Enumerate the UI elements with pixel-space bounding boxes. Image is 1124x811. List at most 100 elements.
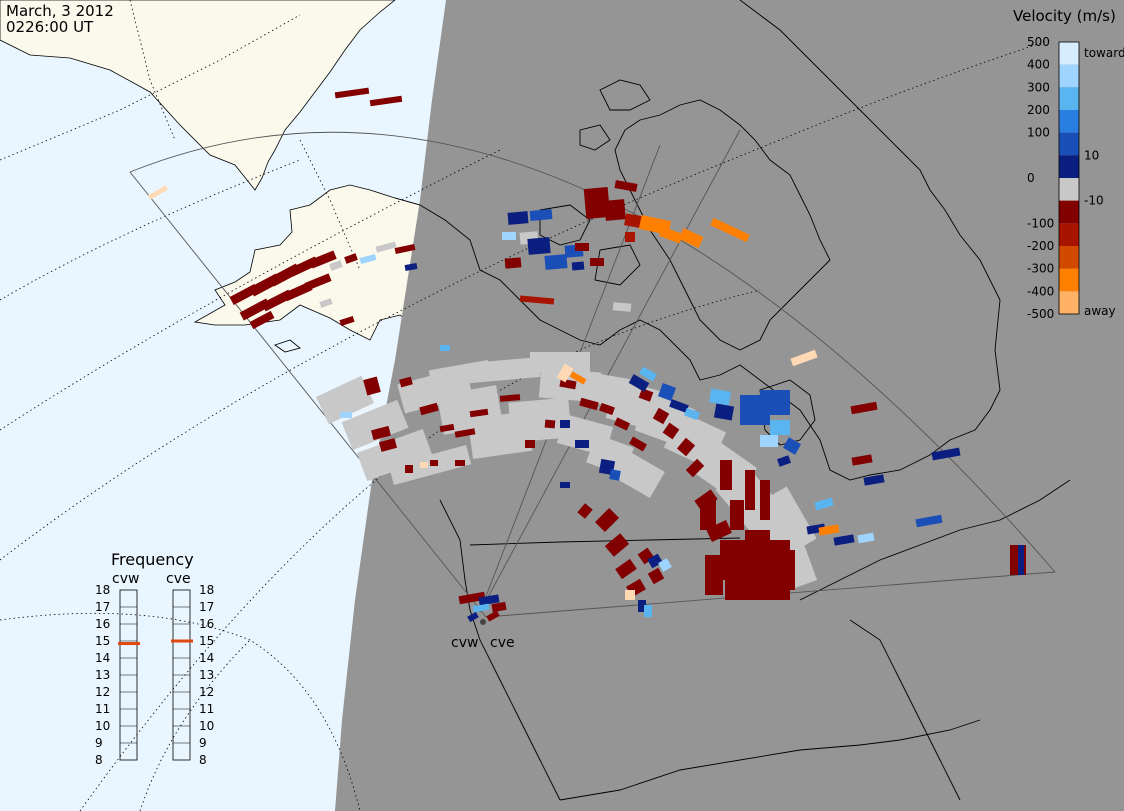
radar-cell [669, 399, 689, 413]
radar-cell [529, 209, 553, 221]
legend-color-box [1059, 42, 1079, 65]
legend-color-box [1059, 110, 1079, 133]
radar-cell [594, 507, 620, 533]
frequency-tick-right: 16 [199, 617, 214, 631]
radar-cell [405, 465, 413, 473]
radar-cell [525, 440, 535, 448]
radar-cell [644, 605, 652, 617]
legend-color-box [1059, 64, 1079, 88]
radar-cell [931, 447, 961, 461]
frequency-indicator-cve [171, 639, 193, 643]
radar-cell [508, 397, 572, 443]
legend-tick-label: -300 [1027, 262, 1054, 276]
radar-cell [652, 407, 670, 425]
frequency-tick-right: 13 [199, 668, 214, 682]
radar-cell [614, 180, 638, 192]
radar-cell [863, 474, 885, 486]
radar-cell [706, 520, 732, 542]
frequency-tick-left: 16 [95, 617, 110, 631]
radar-cell [705, 555, 723, 595]
legend-colorbar-frame [1058, 41, 1080, 315]
radar-cell [612, 302, 632, 312]
legend-tick-label: 0 [1027, 171, 1035, 185]
radar-cell [486, 610, 500, 622]
radar-cell [304, 273, 332, 291]
radar-cell [658, 383, 676, 401]
radar-sites: cvw cve [451, 619, 515, 651]
radar-cell [339, 315, 355, 327]
frequency-tick-left: 8 [95, 753, 103, 767]
radar-cell [356, 428, 434, 482]
legend-tick-label: -100 [1027, 216, 1054, 230]
radar-label-cve: cve [490, 635, 515, 651]
radar-cell [544, 254, 568, 270]
radar-cell [857, 532, 875, 544]
radar-cell [472, 603, 490, 613]
frequency-tick-right: 17 [199, 600, 214, 614]
radar-cell [639, 366, 657, 382]
radar-cell [590, 258, 604, 266]
radar-cell [782, 437, 802, 455]
radar-cell [344, 253, 358, 264]
frequency-tick-right: 11 [199, 702, 214, 716]
radar-cell [319, 298, 333, 308]
radar-cell [586, 434, 634, 476]
radar-cell [504, 257, 522, 269]
radar-cell [676, 437, 696, 457]
legend-tick-label: 100 [1027, 126, 1050, 140]
radar-cell [249, 310, 275, 330]
alaska-landmass [193, 184, 446, 362]
radar-cell [340, 412, 352, 418]
radar-cell [628, 374, 650, 392]
radar-cell [658, 558, 672, 572]
radar-cell [760, 480, 770, 520]
radar-cell [638, 388, 654, 402]
radar-cell [638, 600, 646, 612]
radar-cell [530, 352, 590, 372]
plot-date: March, 3 2012 [6, 2, 114, 20]
radar-cell [499, 394, 521, 402]
radar-cell [491, 601, 507, 613]
frequency-panel: Frequency cvw cve 18 18 17 17 16 16 15 15 14 14 13… [95, 550, 214, 767]
land-day [0, 0, 446, 362]
radar-cell [720, 460, 732, 490]
radar-cell [625, 232, 635, 242]
radar-cell [329, 260, 343, 271]
radar-cell [785, 550, 795, 590]
radar-cell [629, 436, 647, 452]
radar-cell [575, 440, 589, 448]
radar-cell [469, 356, 541, 384]
legend-color-box [1059, 291, 1079, 314]
radar-cell [575, 243, 589, 251]
legend-title: Velocity (m/s) [1013, 7, 1116, 25]
radar-cell [615, 558, 637, 580]
radar-cell [613, 417, 631, 431]
radar-cell [440, 345, 450, 351]
radar-cell [604, 533, 630, 557]
siberia-landmass [0, 0, 396, 191]
legend-toward-label: toward [1084, 46, 1124, 60]
radar-cell [770, 420, 790, 435]
radar-cell [750, 580, 790, 600]
radar-site-marker [480, 619, 486, 625]
frequency-tick-left: 18 [95, 583, 110, 597]
radar-cell [420, 462, 428, 468]
radar-cell [556, 363, 574, 383]
legend-tick-label: 500 [1027, 35, 1050, 49]
radar-cell [647, 553, 663, 569]
radar-cell [713, 403, 735, 421]
radar-cell [404, 263, 418, 271]
frequency-tick-right: 15 [199, 634, 214, 648]
frequency-tick-left: 17 [95, 600, 110, 614]
frequency-tick-right: 18 [199, 583, 214, 597]
legend-tick-label: 200 [1027, 103, 1050, 117]
radar-cell [915, 514, 943, 528]
radar-cell [309, 250, 337, 269]
legend-tick-label: 400 [1027, 58, 1050, 72]
radar-cell [359, 254, 377, 264]
frequency-tick-left: 9 [95, 736, 103, 750]
radar-cell [776, 455, 792, 467]
radar-cell [615, 452, 665, 498]
radar-cell [469, 408, 489, 418]
